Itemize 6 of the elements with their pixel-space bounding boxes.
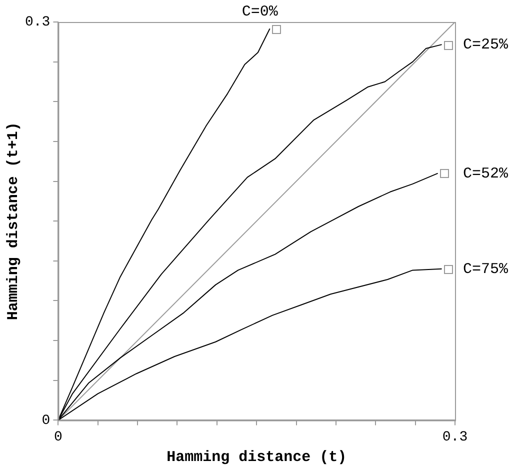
- series-label: C=0%: [242, 3, 279, 20]
- series-label: C=75%: [463, 260, 510, 278]
- x-axis-title: Hamming distance (t): [166, 448, 347, 466]
- y-axis-title: Hamming distance (t+1): [4, 122, 22, 320]
- series-label: C=25%: [463, 36, 510, 54]
- series-label: C=52%: [463, 165, 510, 182]
